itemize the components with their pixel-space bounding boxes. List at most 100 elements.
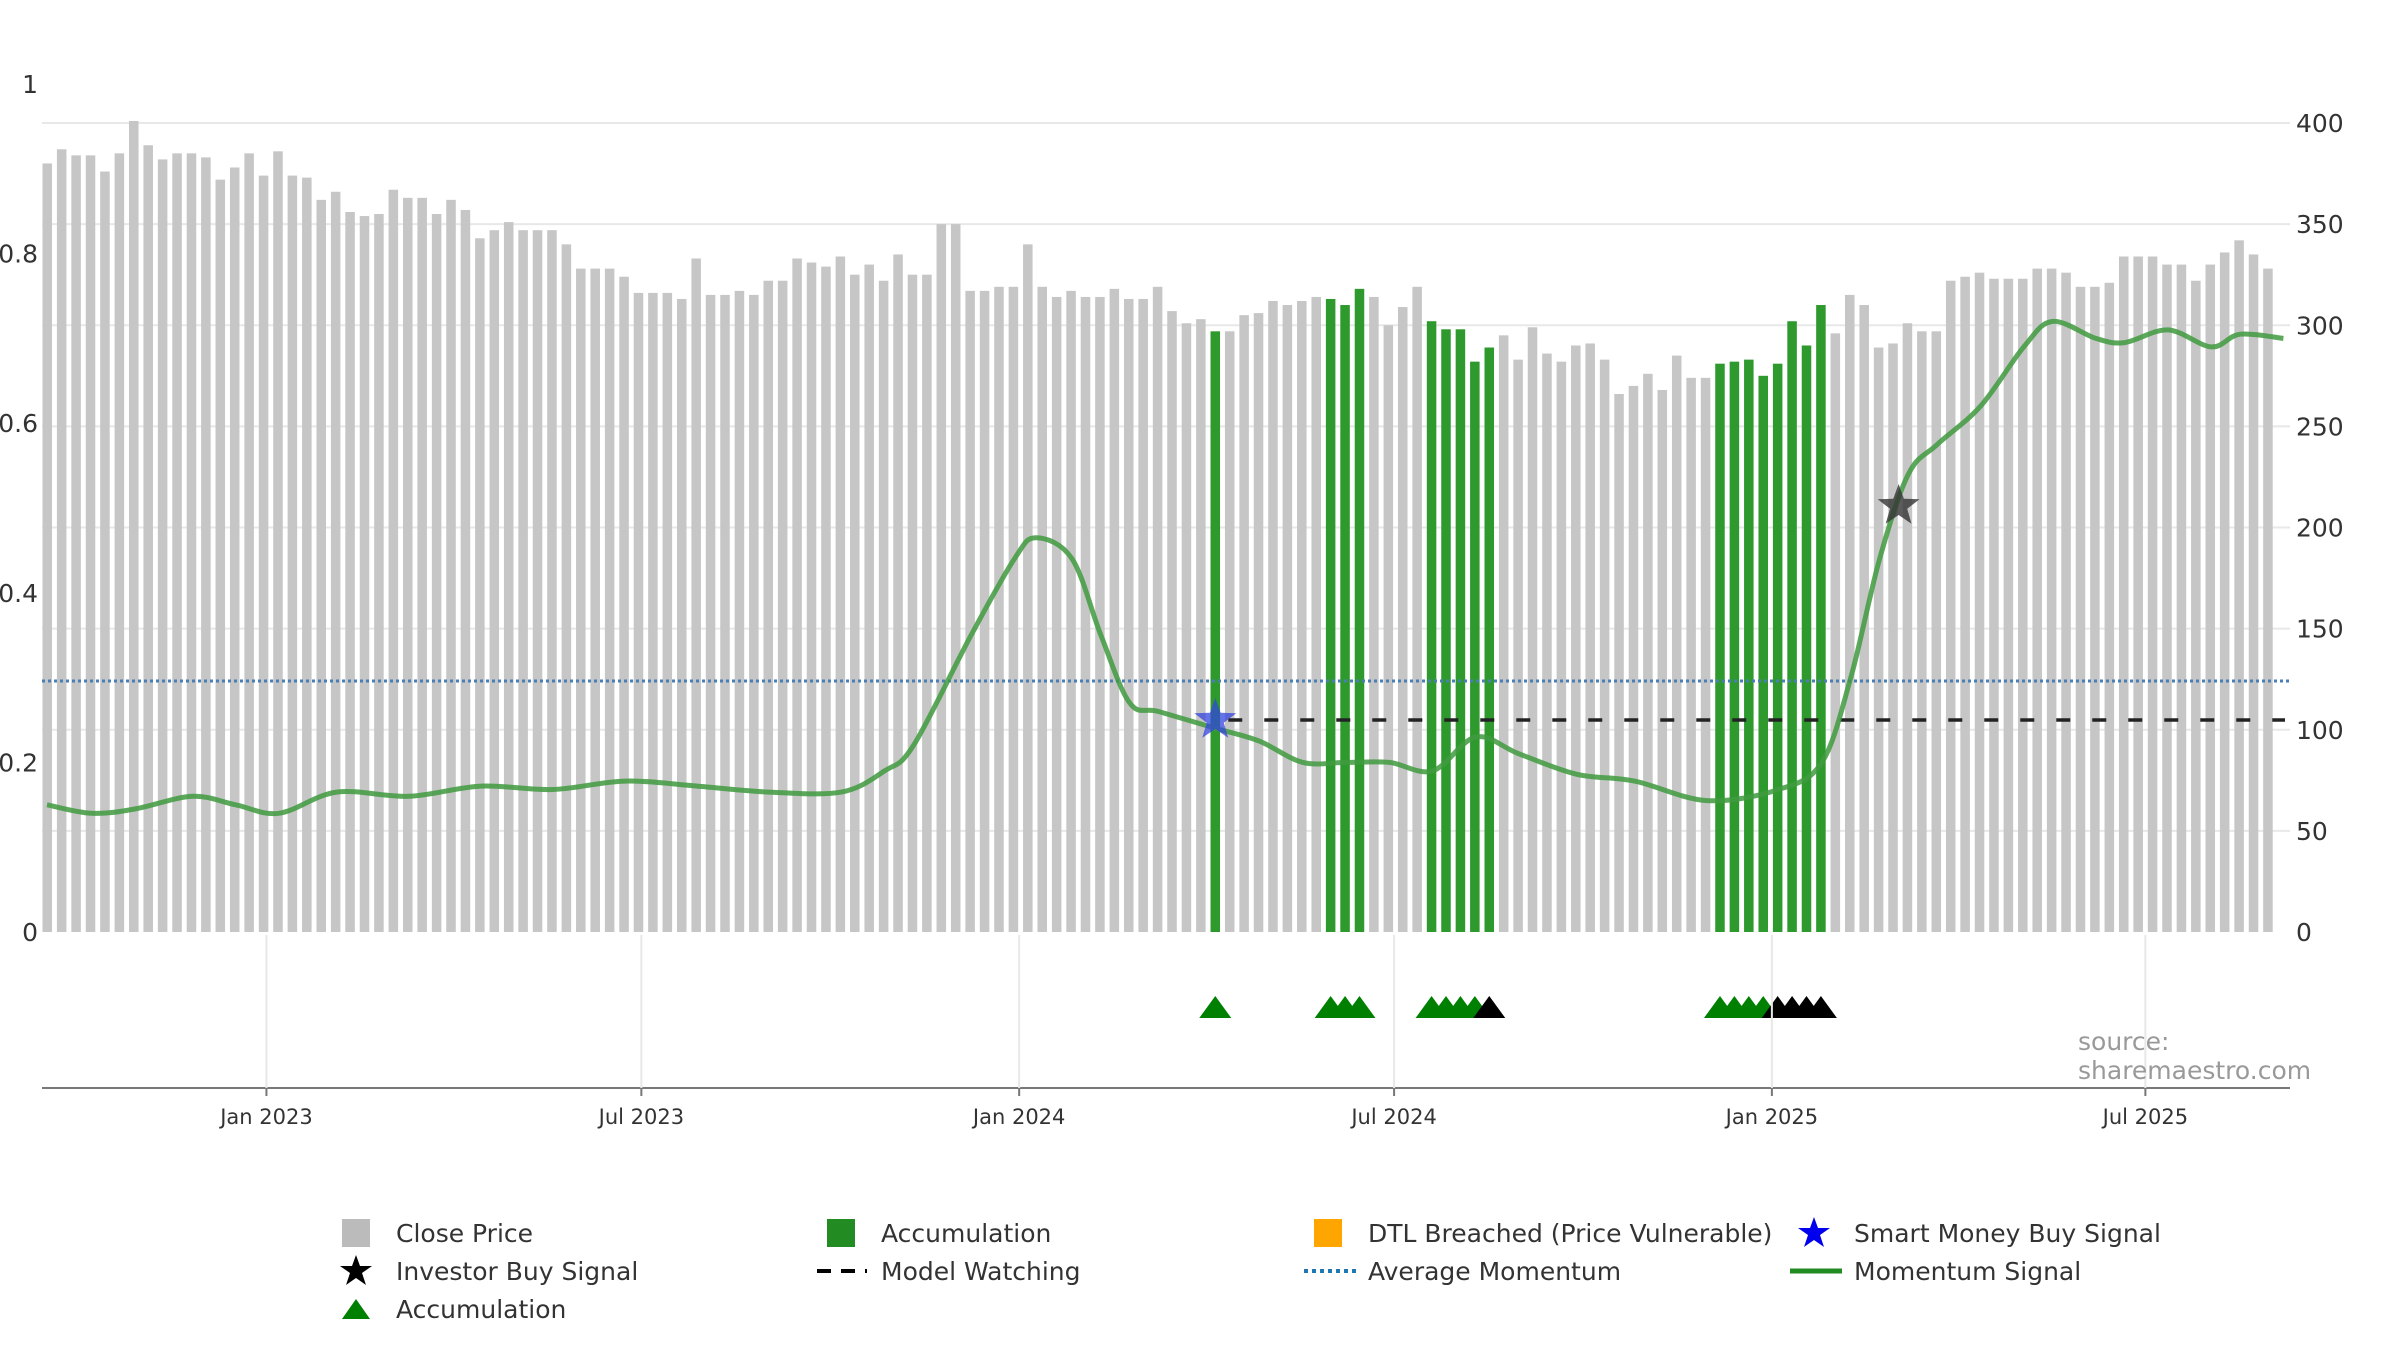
accumulation-triangle-black [1804, 996, 1837, 1018]
close-price-bar [1686, 377, 1696, 933]
accumulation-bar [1325, 298, 1336, 933]
x-axis-tick-label: Jan 2025 [1724, 1105, 1819, 1129]
close-price-bar [950, 224, 961, 933]
close-price-bar [662, 292, 673, 932]
legend-label: Accumulation [396, 1294, 567, 1324]
close-price-bar [1585, 343, 1595, 932]
close-price-bar [1960, 276, 1970, 933]
close-price-bar [734, 290, 745, 932]
close-price-bar [893, 254, 903, 932]
close-price-bar [532, 230, 543, 932]
close-price-bar [1297, 300, 1307, 933]
close-price-bar [1917, 331, 1927, 932]
smart-money-buy-star [1194, 698, 1237, 738]
close-price-bar [403, 197, 413, 932]
close-price-bar [1196, 319, 1206, 932]
accumulation-triangle [1199, 996, 1232, 1018]
close-price-bar [878, 280, 889, 932]
accumulation-bar [1801, 345, 1812, 933]
legend-symbol-star-icon [1798, 1217, 1830, 1247]
close-price-bar [806, 262, 817, 932]
left-axis-tick-label: 0.2 [0, 748, 38, 777]
close-price-bar [1124, 298, 1134, 933]
close-price-bar [965, 290, 975, 932]
close-price-bar [287, 175, 298, 933]
close-price-bar [1369, 296, 1379, 932]
close-price-bar [85, 155, 96, 933]
close-price-bar [1268, 300, 1278, 933]
close-price-bar [1152, 286, 1163, 932]
accumulation-bar [1470, 361, 1480, 932]
close-price-bar [604, 268, 615, 932]
close-price-bar [489, 230, 500, 932]
legend-symbol-dash-icon [817, 1269, 867, 1273]
right-axis-tick-label: 200 [2296, 514, 2344, 543]
legend-label: Average Momentum [1368, 1256, 1622, 1286]
close-price-bar [460, 209, 471, 933]
close-price-bar [2090, 286, 2100, 932]
close-price-bar [1527, 327, 1538, 932]
close-price-bar [1095, 296, 1105, 932]
legend-label: Smart Money Buy Signal [1854, 1218, 2161, 1248]
close-price-bar [691, 258, 701, 932]
close-price-bar [1282, 305, 1293, 932]
right-axis-tick-label: 150 [2296, 615, 2344, 644]
close-price-bar [1239, 315, 1249, 932]
legend-symbol-star-icon [340, 1255, 372, 1285]
close-price-bar [2003, 278, 2014, 933]
close-price-bar [850, 274, 860, 932]
legend-item: Investor Buy Signal [330, 1253, 638, 1289]
close-price-bar [100, 171, 110, 933]
accumulation-bar [1715, 363, 1725, 932]
left-axis-tick-label: 0.8 [0, 240, 38, 269]
close-price-bar [359, 216, 370, 932]
close-price-bar [2061, 272, 2071, 932]
x-axis-tick-label: Jan 2023 [218, 1105, 313, 1129]
close-price-bar [633, 292, 644, 932]
accumulation-bar [1744, 359, 1754, 932]
accumulation-bar [1787, 321, 1797, 933]
close-price-bar [2032, 268, 2042, 932]
axes-layer [42, 122, 2290, 832]
close-price-bar [1397, 307, 1408, 932]
close-price-bar [2075, 286, 2086, 932]
close-price-bar [547, 230, 557, 932]
close-price-bar [1931, 331, 1942, 932]
legend-item: Close Price [330, 1215, 533, 1251]
close-price-bar [576, 268, 586, 932]
close-price-bar [1873, 347, 1884, 932]
close-price-bar [1643, 373, 1653, 932]
close-price-bar [2104, 282, 2115, 932]
legend-symbol-dot-icon [1304, 1269, 1356, 1273]
legend-label: Momentum Signal [1854, 1256, 2082, 1286]
legend-item: Model Watching [815, 1253, 1081, 1289]
close-price-bar [1628, 385, 1639, 932]
close-price-bar [475, 238, 485, 932]
legend-item: Momentum Signal [1788, 1253, 2081, 1289]
close-price-bar [1066, 290, 1076, 932]
close-price-bar [763, 280, 774, 932]
left-axis-tick-label: 0.4 [0, 579, 38, 608]
close-price-bar [676, 298, 687, 933]
right-axis-tick-label: 50 [2296, 817, 2328, 846]
close-price-bar [1830, 333, 1841, 933]
close-price-bar [705, 294, 716, 932]
close-price-bar [1599, 359, 1610, 932]
close-price-bar [561, 244, 572, 933]
right-axis-tick-label: 300 [2296, 311, 2344, 340]
close-price-bar [1167, 311, 1177, 933]
close-price-bar [2162, 264, 2172, 933]
close-price-bar [1412, 286, 1422, 932]
close-price-bar [244, 153, 254, 933]
close-price-bar [345, 211, 355, 933]
close-price-bar [1542, 353, 1552, 932]
close-price-bar [2046, 268, 2057, 932]
accumulation-bar [1210, 331, 1221, 932]
close-price-bar [229, 167, 240, 932]
close-price-bar [503, 222, 514, 933]
close-price-bar [71, 155, 81, 933]
accumulation-bar [1816, 305, 1826, 932]
investor-buy-star [1877, 484, 1920, 524]
close-price-bar [143, 145, 153, 932]
price-bars [42, 120, 2273, 933]
